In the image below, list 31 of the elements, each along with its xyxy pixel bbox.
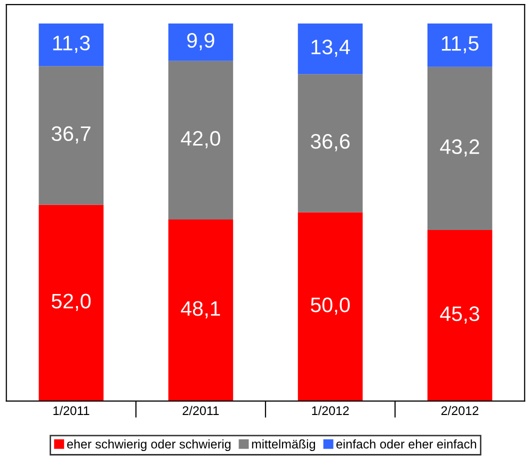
x-tick-label: 1/2012 — [312, 406, 349, 416]
bar — [168, 23, 234, 61]
x-tick-label: 1/2011 — [53, 406, 90, 416]
data-label: 45,3 — [440, 306, 480, 324]
bar — [427, 230, 492, 402]
bar — [427, 66, 492, 230]
data-label: 42,0 — [180, 131, 220, 148]
data-label: 48,1 — [180, 301, 220, 318]
bar — [38, 23, 104, 66]
data-label: 13,4 — [312, 40, 350, 57]
data-label: 11,5 — [442, 36, 478, 54]
x-tick-label: 2/2011 — [182, 406, 219, 416]
bar — [38, 66, 104, 205]
bar — [38, 204, 104, 402]
bar — [168, 60, 234, 220]
data-label: 52,0 — [52, 294, 91, 311]
data-label: 36,6 — [310, 134, 350, 152]
data-label: 50,0 — [310, 298, 350, 315]
bar — [427, 23, 492, 67]
x-tick-label: 2/2012 — [441, 406, 478, 416]
legend-label: mittelmäßig — [252, 439, 316, 451]
legend-label: eher schwierig oder schwierig — [67, 439, 230, 451]
data-label: 36,7 — [52, 126, 90, 144]
bar — [168, 219, 234, 402]
data-label: 9,9 — [187, 33, 214, 50]
data-label: 43,2 — [440, 139, 480, 157]
bar — [298, 23, 363, 74]
data-label: 11,3 — [53, 36, 90, 53]
legend-label: einfach oder eher einfach — [336, 439, 476, 449]
bar — [298, 74, 363, 212]
bar — [298, 212, 363, 402]
